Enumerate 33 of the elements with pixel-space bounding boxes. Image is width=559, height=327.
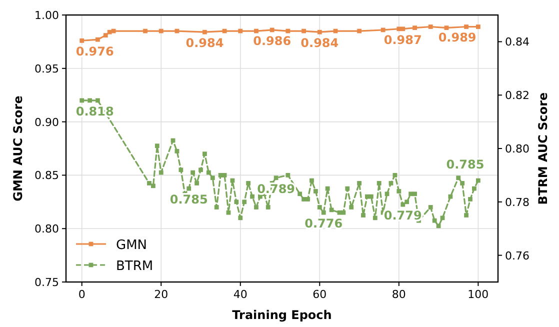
y-tick-label: 0.90 (34, 116, 59, 129)
data-label: 0.785 (170, 192, 208, 207)
data-label: 0.987 (384, 32, 422, 47)
y2-tick-label: 0.82 (505, 89, 530, 102)
x-tick-label: 60 (312, 288, 327, 301)
x-tick-label: 20 (154, 288, 168, 301)
x-tick-label: 0 (78, 288, 86, 301)
data-label: 0.986 (253, 34, 292, 48)
x-tick-label: 80 (392, 288, 406, 301)
y2-tick-label: 0.76 (505, 249, 530, 262)
y-tick-label: 0.85 (34, 169, 59, 182)
y-tick-label: 1.00 (34, 9, 59, 22)
y-tick-label: 0.95 (34, 62, 59, 76)
data-label: 0.818 (76, 104, 114, 118)
y2-tick-label: 0.80 (505, 142, 530, 156)
data-label: 0.989 (438, 30, 476, 45)
legend-label: GMN (116, 238, 148, 253)
data-label: 0.976 (76, 44, 114, 59)
data-label: 0.984 (300, 36, 339, 50)
data-label: 0.785 (446, 158, 484, 172)
data-label: 0.776 (304, 216, 343, 231)
y2-tick-label: 0.84 (505, 36, 530, 49)
legend-label: BTRM (116, 259, 154, 274)
x-tick-label: 100 (468, 288, 489, 301)
y-axis-title: GMN AUC Score (11, 96, 25, 202)
y2-tick-label: 0.78 (505, 196, 530, 209)
y2-axis-title: BTRM AUC Score (536, 92, 550, 205)
y-tick-label: 0.75 (34, 276, 59, 289)
data-label: 0.984 (186, 36, 224, 50)
y-tick-label: 0.80 (34, 222, 59, 236)
x-axis-title: Training Epoch (232, 308, 332, 322)
x-tick-label: 40 (233, 288, 248, 301)
data-label: 0.789 (257, 182, 296, 196)
